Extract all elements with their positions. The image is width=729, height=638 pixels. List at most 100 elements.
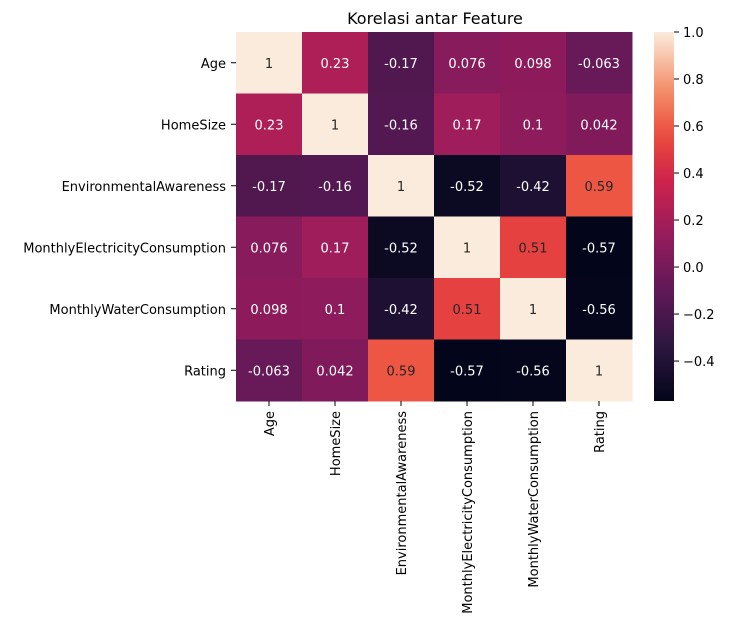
colorbar-tick-label: 1.0 bbox=[683, 26, 704, 41]
row-tick-label: HomeSize bbox=[161, 118, 226, 133]
cell-value-label: -0.56 bbox=[582, 303, 616, 318]
heatmap-cell bbox=[500, 216, 567, 279]
heatmap-cell bbox=[566, 278, 633, 340]
heatmap-cell bbox=[236, 32, 303, 94]
colorbar-tick-label: 0.4 bbox=[683, 167, 704, 182]
row-tick-label: MonthlyElectricityConsumption bbox=[23, 241, 226, 256]
cell-value-label: 0.076 bbox=[448, 57, 485, 72]
cell-value-label: 0.51 bbox=[519, 241, 548, 256]
column-tick-label: Rating bbox=[593, 411, 608, 453]
cell-value-label: 1 bbox=[595, 364, 603, 379]
row-tick-label: MonthlyWaterConsumption bbox=[49, 303, 226, 318]
heatmap-cell bbox=[500, 339, 567, 402]
heatmap-cell bbox=[434, 155, 501, 217]
cell-value-label: -0.16 bbox=[318, 180, 352, 195]
cell-value-label: 1 bbox=[331, 118, 339, 133]
cell-value-label: 0.23 bbox=[255, 118, 284, 133]
colorbar-bar bbox=[654, 32, 674, 401]
colorbar-tick-label: −0.2 bbox=[683, 308, 715, 323]
heatmap-cell bbox=[434, 339, 501, 402]
colorbar-tick-label: 0.2 bbox=[683, 214, 704, 229]
cell-value-label: 1 bbox=[397, 180, 405, 195]
heatmap-cell bbox=[566, 32, 633, 94]
cell-value-label: -0.52 bbox=[450, 180, 484, 195]
cell-value-label: 0.042 bbox=[580, 118, 617, 133]
chart-title: Korelasi antar Feature bbox=[347, 9, 523, 28]
heatmap-cell bbox=[566, 93, 633, 156]
cell-value-label: -0.56 bbox=[516, 364, 550, 379]
cell-value-label: 0.076 bbox=[250, 241, 287, 256]
cell-value-label: 0.1 bbox=[325, 303, 346, 318]
column-tick-label: HomeSize bbox=[329, 411, 344, 476]
cell-value-label: -0.57 bbox=[450, 364, 484, 379]
cell-value-label: 0.51 bbox=[453, 303, 482, 318]
heatmap-cell bbox=[434, 216, 501, 279]
colorbar-tick-label: −0.4 bbox=[683, 355, 715, 370]
heatmap-cell bbox=[302, 216, 369, 279]
cell-value-label: -0.42 bbox=[384, 303, 418, 318]
heatmap-cell bbox=[566, 216, 633, 279]
heatmap-cell bbox=[368, 278, 435, 340]
heatmap-cell bbox=[500, 32, 567, 94]
cell-value-label: -0.52 bbox=[384, 241, 418, 256]
cell-value-label: -0.17 bbox=[252, 180, 286, 195]
column-tick-label: EnvironmentalAwareness bbox=[395, 411, 410, 576]
colorbar: 1.0 0.8 0.6 0.4 0.2 0.0 −0.2 −0.4 bbox=[654, 26, 715, 401]
heatmap-cell bbox=[236, 278, 303, 340]
cell-value-label: -0.17 bbox=[384, 57, 418, 72]
heatmap-cell bbox=[434, 278, 501, 340]
row-tick-labels: Age HomeSize EnvironmentalAwareness Monthly… bbox=[23, 57, 236, 379]
heatmap-cell bbox=[236, 216, 303, 279]
row-tick-label: Rating bbox=[184, 364, 226, 379]
cell-value-labels: 1 0.23 -0.17 0.076 0.098 -0.063 0.23 1 -0.16 0.17… bbox=[248, 57, 620, 380]
cell-value-label: 0.59 bbox=[387, 364, 416, 379]
cell-value-label: 0.59 bbox=[585, 180, 614, 195]
row-tick-label: Age bbox=[201, 57, 226, 72]
heatmap-cell bbox=[434, 93, 501, 156]
heatmap-cell bbox=[368, 32, 435, 94]
cell-value-label: 0.098 bbox=[250, 303, 287, 318]
heatmap-cell bbox=[500, 93, 567, 156]
heatmap-cell bbox=[566, 155, 633, 217]
heatmap-cell bbox=[434, 32, 501, 94]
cell-value-label: -0.063 bbox=[578, 57, 620, 72]
heatmap-cell bbox=[500, 155, 567, 217]
cell-value-label: 0.098 bbox=[514, 57, 551, 72]
heatmap-cell bbox=[368, 216, 435, 279]
cell-value-label: -0.16 bbox=[384, 118, 418, 133]
heatmap-cell bbox=[236, 155, 303, 217]
column-tick-label: Age bbox=[263, 411, 278, 436]
cell-value-label: 1 bbox=[529, 303, 537, 318]
colorbar-tick-label: 0.8 bbox=[683, 73, 704, 88]
heatmap-cell bbox=[236, 93, 303, 156]
heatmap-cell bbox=[302, 32, 369, 94]
heatmap-cell bbox=[500, 278, 567, 340]
heatmap-cell bbox=[302, 278, 369, 340]
heatmap-cell bbox=[236, 339, 303, 402]
heatmap-cell bbox=[302, 339, 369, 402]
cell-value-label: 0.1 bbox=[523, 118, 544, 133]
colorbar-tick-label: 0.0 bbox=[683, 261, 704, 276]
heatmap-cell bbox=[368, 155, 435, 217]
cell-value-label: 0.042 bbox=[316, 364, 353, 379]
cell-value-label: -0.063 bbox=[248, 364, 290, 379]
cell-value-label: -0.57 bbox=[582, 241, 616, 256]
heatmap-cells bbox=[236, 32, 633, 402]
heatmap-cell bbox=[302, 93, 369, 156]
column-tick-label: MonthlyElectricityConsumption bbox=[461, 411, 476, 614]
heatmap-cell bbox=[368, 93, 435, 156]
heatmap-cell bbox=[566, 339, 633, 402]
column-tick-labels: Age HomeSize EnvironmentalAwareness Monthly… bbox=[263, 401, 608, 614]
cell-value-label: -0.42 bbox=[516, 180, 550, 195]
row-tick-label: EnvironmentalAwareness bbox=[62, 180, 227, 195]
column-tick-label: MonthlyWaterConsumption bbox=[527, 411, 542, 588]
cell-value-label: 0.17 bbox=[453, 118, 482, 133]
cell-value-label: 0.17 bbox=[321, 241, 350, 256]
colorbar-tick-label: 0.6 bbox=[683, 120, 704, 135]
cell-value-label: 1 bbox=[265, 57, 273, 72]
heatmap-cell bbox=[302, 155, 369, 217]
cell-value-label: 0.23 bbox=[321, 57, 350, 72]
heatmap-cell bbox=[368, 339, 435, 402]
cell-value-label: 1 bbox=[463, 241, 471, 256]
